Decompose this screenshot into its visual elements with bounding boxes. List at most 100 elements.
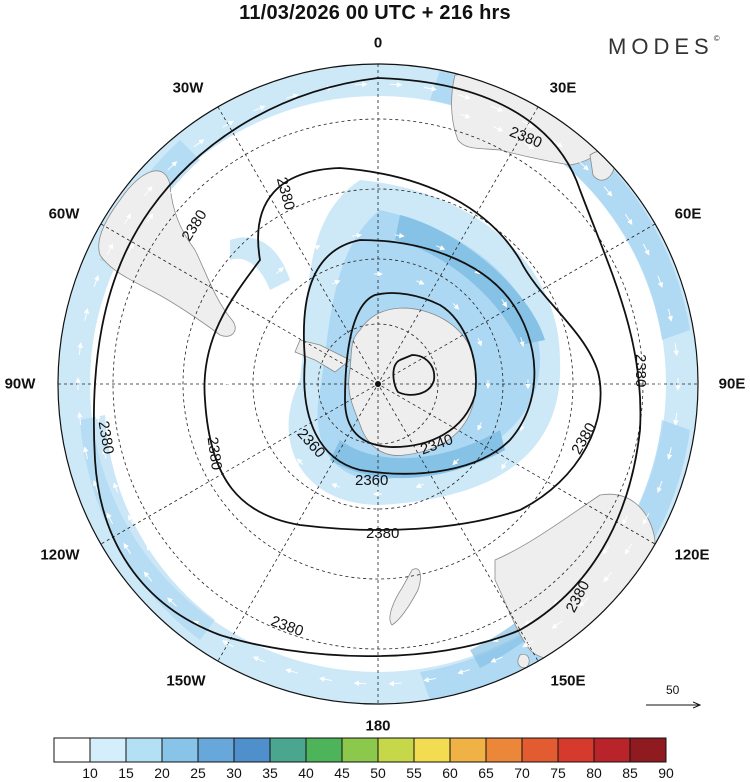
wind-vector bbox=[501, 461, 507, 470]
wind-vector bbox=[310, 517, 320, 523]
lon-label-120e: 120E bbox=[674, 546, 710, 564]
wind-vector bbox=[275, 493, 284, 501]
wind-vector bbox=[491, 105, 504, 112]
wind-vector bbox=[296, 458, 304, 465]
wind-vector bbox=[552, 139, 563, 148]
tasmania bbox=[517, 653, 530, 669]
wind-vector bbox=[578, 597, 589, 607]
wind-vector bbox=[222, 120, 234, 128]
contour-low-center bbox=[392, 354, 436, 396]
wind-vector bbox=[460, 113, 471, 119]
wind-vector bbox=[493, 126, 504, 132]
colorbar-label: 25 bbox=[190, 765, 206, 781]
lon-label-60e: 60E bbox=[674, 205, 702, 223]
wind-vector bbox=[354, 662, 366, 669]
wind-vector bbox=[673, 412, 679, 426]
wind-vector bbox=[77, 342, 83, 356]
wind-vector bbox=[655, 414, 661, 426]
wind-vector bbox=[352, 232, 362, 239]
wind-vector bbox=[524, 142, 535, 150]
lon-label-30e: 30E bbox=[549, 79, 577, 97]
wind-vector bbox=[436, 245, 446, 251]
wind-vector bbox=[553, 597, 562, 606]
wind-vector bbox=[353, 680, 367, 687]
contour-2380-inner bbox=[203, 167, 602, 531]
wind-vector bbox=[519, 337, 525, 347]
wind-vector bbox=[425, 658, 436, 664]
wind-vector bbox=[603, 186, 613, 197]
wind-vector bbox=[390, 99, 402, 106]
wind-vector bbox=[655, 343, 661, 355]
wind-vector bbox=[311, 245, 321, 251]
wind-vector bbox=[553, 163, 563, 171]
colorbar-swatch bbox=[161, 737, 199, 763]
colorbar-swatch bbox=[557, 737, 595, 763]
wind-vector bbox=[285, 113, 297, 119]
lon-label-180: 180 bbox=[365, 717, 391, 735]
lon-label-120w: 120W bbox=[40, 546, 80, 564]
wind-vector bbox=[95, 413, 101, 425]
wind-vector bbox=[249, 298, 255, 307]
wind-vector bbox=[252, 636, 263, 642]
colorbar-swatch bbox=[449, 737, 487, 763]
colorbar-label: 75 bbox=[550, 765, 566, 781]
wind-vector bbox=[231, 421, 237, 431]
colorbar-label: 50 bbox=[370, 765, 386, 781]
wind-vector bbox=[389, 81, 403, 88]
lon-label-30w: 30W bbox=[172, 79, 204, 97]
new-zealand bbox=[389, 568, 421, 626]
contour-label: 2380 bbox=[95, 420, 118, 456]
colorbar-swatch bbox=[125, 737, 163, 763]
lon-label-0: 0 bbox=[373, 34, 383, 52]
wind-vector bbox=[319, 676, 332, 682]
wind-vector bbox=[83, 446, 89, 460]
colorbar-label: 70 bbox=[514, 765, 530, 781]
wind-vector bbox=[194, 162, 203, 171]
wind-vector bbox=[602, 545, 610, 555]
wind-vector bbox=[168, 186, 177, 195]
brand-logo: MODES© bbox=[608, 34, 720, 59]
colorbar-swatch bbox=[89, 737, 127, 763]
lon-label-150e: 150E bbox=[550, 672, 586, 690]
wind-vector bbox=[579, 186, 588, 196]
wind-vector bbox=[459, 649, 471, 655]
wind-vector bbox=[319, 658, 331, 664]
colorbar-label: 80 bbox=[586, 765, 602, 781]
colorbar-label: 30 bbox=[226, 765, 242, 781]
wind-vector bbox=[253, 105, 266, 112]
wind-vector bbox=[416, 279, 425, 285]
wind-vector bbox=[477, 422, 483, 431]
wind-vector bbox=[648, 308, 654, 320]
contour-label: 2380 bbox=[204, 436, 225, 471]
wind-vector bbox=[146, 544, 154, 555]
wind-vector bbox=[143, 571, 153, 582]
wind-vector bbox=[167, 597, 177, 607]
antarctic-peninsula bbox=[294, 339, 351, 373]
wind-vector bbox=[320, 104, 331, 110]
colorbar-label: 15 bbox=[118, 765, 134, 781]
wind-vector bbox=[193, 139, 205, 148]
wind-vectors bbox=[75, 81, 681, 687]
colorbar-swatch bbox=[377, 737, 415, 763]
wind-vector bbox=[394, 232, 405, 239]
contour-label: 2380 bbox=[366, 525, 399, 542]
wind-vector bbox=[231, 336, 237, 347]
colorbar-swatch bbox=[269, 737, 307, 763]
south-pole-marker bbox=[375, 381, 381, 387]
wind-vector bbox=[457, 669, 470, 675]
wind-vector bbox=[106, 512, 114, 525]
wind-vector bbox=[622, 243, 628, 254]
contour-2380-outer bbox=[92, 77, 642, 658]
wind-vector bbox=[642, 243, 650, 256]
wind-vector bbox=[253, 126, 264, 132]
wind-vector bbox=[93, 274, 100, 288]
contour-2360 bbox=[302, 239, 536, 475]
colorbar-label: 55 bbox=[406, 765, 422, 781]
wind-vector bbox=[472, 494, 480, 501]
wind-vector bbox=[642, 513, 650, 525]
wind-vector bbox=[146, 213, 154, 223]
wind-vector bbox=[637, 483, 643, 494]
wind-vector bbox=[274, 421, 280, 430]
wind-vector bbox=[168, 572, 177, 582]
colorbar-swatch bbox=[53, 737, 91, 763]
